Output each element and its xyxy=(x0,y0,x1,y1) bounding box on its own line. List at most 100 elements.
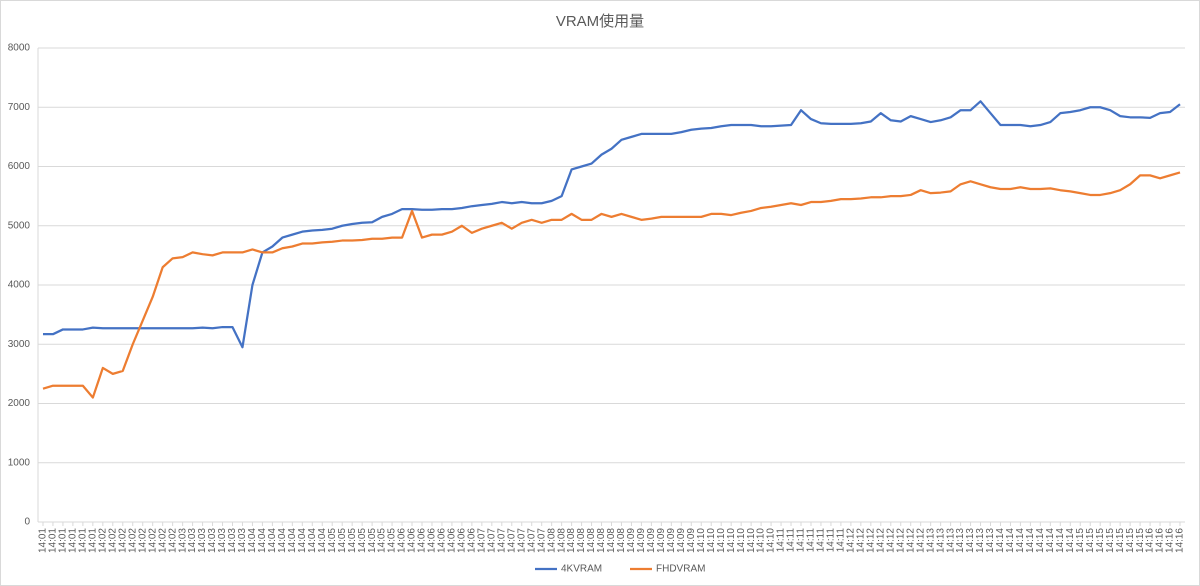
x-tick-label: 14:11 xyxy=(796,528,807,553)
x-tick-label: 14:14 xyxy=(995,528,1006,553)
x-tick-label: 14:01 xyxy=(78,528,89,553)
y-tick-label: 5000 xyxy=(8,220,31,231)
x-tick-label: 14:01 xyxy=(68,528,79,553)
x-tick-label: 14:15 xyxy=(1115,528,1126,553)
x-tick-label: 14:02 xyxy=(127,528,138,553)
x-tick-label: 14:13 xyxy=(935,528,946,553)
x-tick-label: 14:03 xyxy=(237,528,248,553)
x-tick-label: 14:08 xyxy=(546,528,557,553)
x-tick-label: 14:16 xyxy=(1175,528,1186,553)
x-tick-label: 14:10 xyxy=(696,528,707,553)
x-tick-label: 14:15 xyxy=(1085,528,1096,553)
x-tick-label: 14:04 xyxy=(317,528,328,553)
x-tick-label: 14:06 xyxy=(467,528,478,553)
x-tick-label: 14:06 xyxy=(397,528,408,553)
x-tick-label: 14:06 xyxy=(437,528,448,553)
x-tick-label: 14:05 xyxy=(387,528,398,553)
x-tick-label: 14:04 xyxy=(287,528,298,553)
x-tick-label: 14:14 xyxy=(1035,528,1046,553)
x-tick-label: 14:13 xyxy=(955,528,966,553)
x-tick-label: 14:15 xyxy=(1095,528,1106,553)
x-tick-label: 14:01 xyxy=(38,528,49,553)
x-tick-label: 14:13 xyxy=(925,528,936,553)
x-tick-label: 14:04 xyxy=(307,528,318,553)
x-tick-label: 14:07 xyxy=(496,528,507,553)
x-tick-label: 14:01 xyxy=(58,528,69,553)
x-tick-label: 14:12 xyxy=(885,528,896,553)
x-tick-label: 14:14 xyxy=(1005,528,1016,553)
x-tick-label: 14:12 xyxy=(875,528,886,553)
x-tick-label: 14:05 xyxy=(347,528,358,553)
x-tick-label: 14:06 xyxy=(407,528,418,553)
y-tick-label: 1000 xyxy=(8,457,31,468)
y-tick-label: 8000 xyxy=(8,43,31,54)
x-tick-label: 14:02 xyxy=(137,528,148,553)
x-tick-label: 14:10 xyxy=(736,528,747,553)
x-tick-label: 14:02 xyxy=(157,528,168,553)
x-tick-label: 14:08 xyxy=(616,528,627,553)
x-tick-label: 14:14 xyxy=(1025,528,1036,553)
x-tick-label: 14:07 xyxy=(506,528,517,553)
x-tick-label: 14:05 xyxy=(377,528,388,553)
x-tick-label: 14:04 xyxy=(297,528,308,553)
x-tick-label: 14:14 xyxy=(1055,528,1066,553)
series-line xyxy=(42,171,1181,399)
x-tick-label: 14:04 xyxy=(277,528,288,553)
y-tick-label: 7000 xyxy=(8,102,31,113)
x-tick-label: 14:15 xyxy=(1125,528,1136,553)
legend-label: FHDVRAM xyxy=(656,564,705,575)
x-tick-label: 14:15 xyxy=(1075,528,1086,553)
x-tick-label: 14:03 xyxy=(197,528,208,553)
x-tick-label: 14:11 xyxy=(836,528,847,553)
x-tick-label: 14:09 xyxy=(666,528,677,553)
x-tick-label: 14:05 xyxy=(337,528,348,553)
x-tick-label: 14:10 xyxy=(716,528,727,553)
x-tick-label: 14:13 xyxy=(945,528,956,553)
x-tick-label: 14:11 xyxy=(776,528,787,553)
x-tick-label: 14:12 xyxy=(895,528,906,553)
x-tick-label: 14:07 xyxy=(536,528,547,553)
x-tick-label: 14:09 xyxy=(626,528,637,553)
x-tick-label: 14:02 xyxy=(97,528,108,553)
x-tick-label: 14:10 xyxy=(746,528,757,553)
y-tick-label: 4000 xyxy=(8,280,31,291)
x-tick-label: 14:06 xyxy=(417,528,428,553)
x-tick-label: 14:10 xyxy=(706,528,717,553)
x-tick-label: 14:09 xyxy=(646,528,657,553)
x-tick-label: 14:06 xyxy=(457,528,468,553)
y-tick-label: 6000 xyxy=(8,161,31,172)
x-tick-label: 14:03 xyxy=(177,528,188,553)
x-tick-label: 14:01 xyxy=(48,528,59,553)
x-tick-label: 14:15 xyxy=(1105,528,1116,553)
x-tick-label: 14:08 xyxy=(586,528,597,553)
chart-title: VRAM使用量 xyxy=(556,13,644,30)
series-line xyxy=(42,100,1181,349)
x-tick-label: 14:04 xyxy=(247,528,258,553)
x-tick-label: 14:01 xyxy=(87,528,98,553)
x-tick-label: 14:02 xyxy=(107,528,118,553)
legend-label: 4KVRAM xyxy=(561,564,602,575)
x-tick-label: 14:13 xyxy=(975,528,986,553)
x-tick-label: 14:06 xyxy=(427,528,438,553)
x-tick-label: 14:08 xyxy=(606,528,617,553)
x-tick-label: 14:15 xyxy=(1135,528,1146,553)
x-tick-label: 14:03 xyxy=(227,528,238,553)
x-tick-label: 14:03 xyxy=(187,528,198,553)
x-tick-label: 14:12 xyxy=(905,528,916,553)
x-tick-label: 14:12 xyxy=(915,528,926,553)
x-tick-label: 14:05 xyxy=(357,528,368,553)
x-tick-label: 14:16 xyxy=(1165,528,1176,553)
x-tick-label: 14:09 xyxy=(636,528,647,553)
x-tick-label: 14:09 xyxy=(656,528,667,553)
y-tick-label: 0 xyxy=(24,517,30,528)
x-tick-label: 14:09 xyxy=(676,528,687,553)
x-tick-label: 14:10 xyxy=(726,528,737,553)
x-tick-label: 14:08 xyxy=(556,528,567,553)
x-tick-label: 14:02 xyxy=(147,528,158,553)
x-tick-label: 14:09 xyxy=(686,528,697,553)
x-tick-label: 14:04 xyxy=(267,528,278,553)
x-tick-label: 14:07 xyxy=(526,528,537,553)
x-tick-label: 14:14 xyxy=(1045,528,1056,553)
